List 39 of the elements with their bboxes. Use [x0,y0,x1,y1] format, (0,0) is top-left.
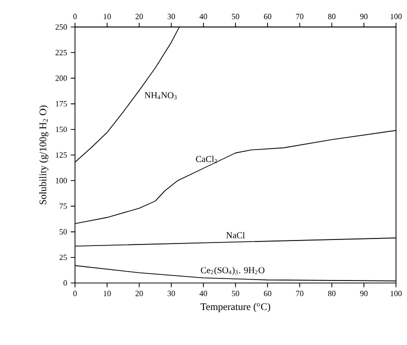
series-label: NH$_{4}$NO$_{3}$ [144,92,177,100]
x2-tick-label: 0 [73,14,77,20]
x-tick-label: 10 [104,290,111,296]
y-tick-label: 125 [56,152,67,158]
x-tick-label: 40 [200,290,208,296]
y-tick-label: 200 [56,76,67,81]
series-label: CaCl$_{2}$ [196,156,217,164]
x2-tick-label: 80 [328,14,336,20]
x-tick-label: 90 [360,290,368,296]
x-tick-label: 80 [328,290,336,296]
x2-tick-label: 60 [264,14,272,20]
x2-tick-label: 30 [168,14,176,20]
x2-tick-label: 100 [390,14,402,20]
x2-tick-label: 10 [104,14,111,20]
y-tick-label: 150 [56,126,67,132]
y-tick-label: 250 [56,24,67,30]
y-tick-label: 25 [60,254,67,260]
y-axis-title: Solubility (g/100g H$_{2}$ O) [39,106,48,204]
x-tick-label: 30 [168,290,176,296]
y-tick-label: 50 [60,229,67,234]
text: Ce$_{2}$(SO$_{4}$)$_{3}$. 9H$_{2}$O [200,266,264,276]
x-tick-label: 0 [73,290,77,296]
y-tick-label: 175 [56,101,67,106]
y-tick-label: 100 [56,178,67,184]
x-tick-label: 100 [390,290,402,296]
x-axis-title: Temperature ($^{o}$C) [200,303,270,312]
x2-tick-label: 40 [200,14,208,20]
x2-tick-label: 50 [232,14,240,20]
x-tick-label: 70 [296,290,304,296]
y-tick-label: 0 [64,280,67,286]
x2-tick-label: 20 [136,14,143,20]
x2-tick-label: 90 [360,14,368,20]
x-tick-label: 60 [264,290,272,296]
y-tick-label: 75 [60,204,67,209]
x2-tick-label: 70 [296,14,304,20]
series-label: NaCl [226,232,245,238]
x-tick-label: 50 [232,290,240,296]
x-tick-label: 20 [136,290,143,296]
y-tick-label: 225 [56,50,67,56]
